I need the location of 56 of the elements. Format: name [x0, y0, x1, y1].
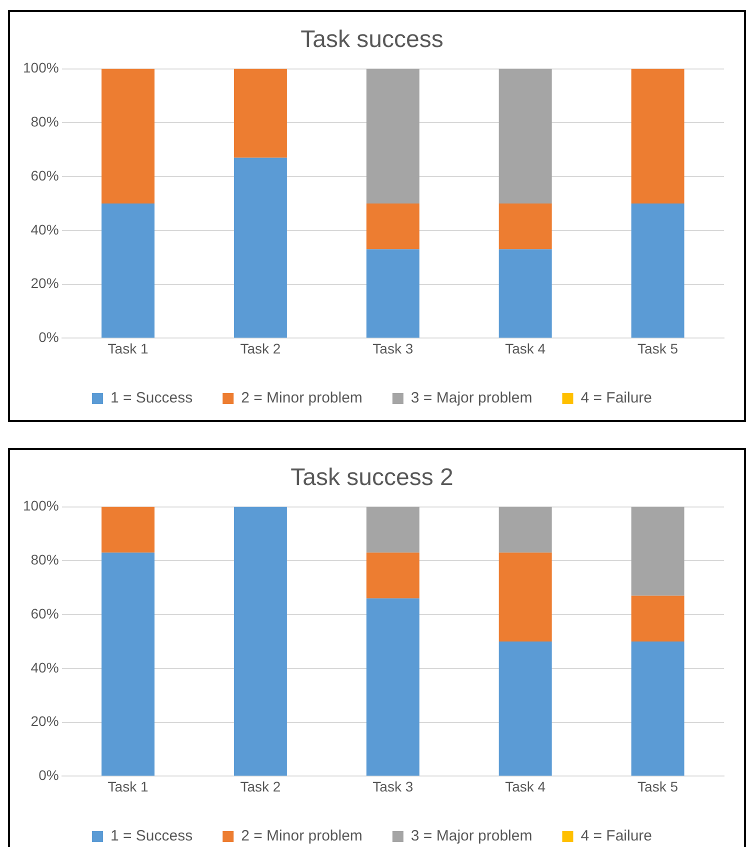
x-tick-label: Task 5	[638, 340, 678, 356]
x-tick-label: Task 5	[638, 778, 678, 794]
x-tick-label: Task 4	[505, 778, 546, 794]
y-tick-label: 0%	[38, 767, 59, 784]
bar	[366, 68, 420, 204]
x-tick-label: Task 4	[505, 340, 546, 356]
bar	[234, 158, 287, 338]
bar	[234, 68, 287, 158]
chart-title: Task success	[300, 26, 444, 54]
y-tick-label: 80%	[30, 552, 59, 568]
bar	[234, 506, 287, 776]
x-tick-label: Task 1	[108, 340, 148, 356]
legend-label: 2 = Minor problem	[241, 390, 362, 407]
legend-label: 1 = Success	[110, 828, 193, 845]
bar	[102, 552, 155, 776]
legend-label: 2 = Minor problem	[241, 828, 362, 845]
bar	[498, 552, 552, 642]
bar	[366, 552, 420, 598]
y-tick-label: 60%	[30, 605, 59, 622]
x-tick-label: Task 1	[108, 778, 148, 794]
legend-label: 4 = Failure	[580, 390, 652, 407]
y-tick-label: 20%	[30, 713, 59, 730]
x-tick-label: Task 3	[372, 340, 414, 356]
legend-label: 3 = Major problem	[410, 828, 532, 845]
y-tick-label: 20%	[30, 275, 59, 292]
bar	[498, 68, 552, 204]
y-tick-label: 100%	[22, 60, 59, 76]
bar	[631, 596, 684, 642]
y-tick-label: 40%	[30, 659, 59, 676]
y-tick-label: 60%	[30, 167, 59, 184]
bar	[631, 642, 684, 776]
bar	[498, 642, 552, 776]
bar	[631, 204, 684, 338]
x-tick-label: Task 3	[372, 778, 414, 794]
x-tick-label: Task 2	[240, 340, 281, 356]
y-tick-label: 100%	[22, 498, 59, 514]
bar	[102, 68, 155, 204]
chart-title: Task success 2	[290, 464, 454, 492]
legend-label: 1 = Success	[110, 390, 193, 407]
bar	[498, 249, 552, 338]
bar	[366, 598, 420, 776]
legend-label: 4 = Failure	[580, 828, 652, 845]
bar	[366, 249, 420, 338]
bar	[631, 68, 684, 204]
y-tick-label: 80%	[30, 114, 59, 130]
y-tick-label: 40%	[30, 221, 59, 238]
x-tick-label: Task 2	[240, 778, 281, 794]
bar	[102, 204, 155, 338]
bar	[366, 506, 420, 553]
bar	[102, 506, 155, 553]
bar	[498, 204, 552, 250]
bar	[631, 506, 684, 596]
legend-label: 3 = Major problem	[410, 390, 532, 407]
bar	[366, 204, 420, 250]
bar	[498, 506, 552, 553]
y-tick-label: 0%	[38, 329, 59, 346]
